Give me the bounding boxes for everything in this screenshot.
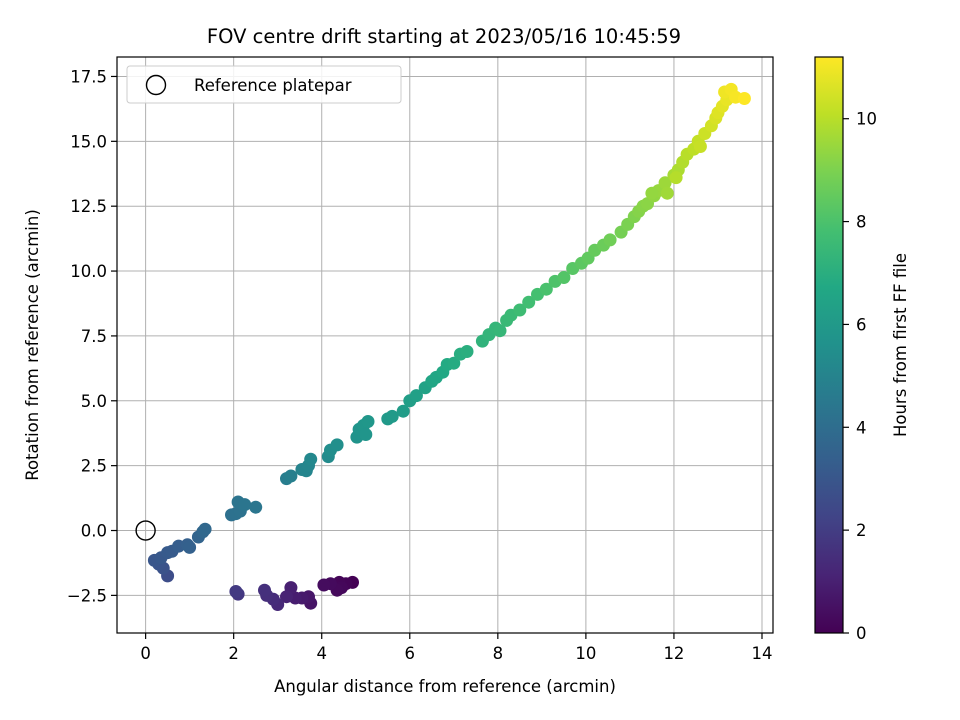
colorbar: 0 2 4 6 8 10 Hours from first FF file [814,56,910,643]
legend-marker-icon [145,74,167,96]
colorbar-tick-label: 4 [856,418,867,437]
data-point [660,186,674,200]
data-point [238,498,252,512]
chart-title: FOV centre drift starting at 2023/05/16 … [207,25,681,48]
x-tick-label: 14 [751,644,772,663]
y-tick-label: 12.5 [70,197,107,216]
reference-point [135,520,156,541]
data-point [645,186,659,200]
plot-frame [116,56,774,634]
data-point [737,92,751,105]
x-tick-label: 6 [405,644,416,663]
data-point [317,578,331,592]
data-point [603,233,617,247]
data-point [249,500,263,514]
data-point [493,324,507,338]
data-point [693,140,707,153]
data-point [396,404,410,418]
legend-box [126,65,402,104]
x-tick-label: 2 [228,644,239,663]
y-axis-ticks: −2.5 0.0 2.5 5.0 7.5 10.0 12.5 15.0 17.5 [67,67,117,605]
colorbar-tick-label: 2 [856,521,867,540]
y-tick-label: −2.5 [67,586,107,605]
x-axis-label: Angular distance from reference (arcmin) [274,677,616,696]
legend-label: Reference platepar [194,76,352,95]
x-tick-label: 0 [140,644,151,663]
data-point [284,469,298,483]
data-point [183,540,197,554]
x-tick-label: 8 [493,644,504,663]
data-point [539,282,553,296]
y-tick-label: 17.5 [70,67,107,86]
y-tick-label: 10.0 [70,262,107,281]
data-point [304,452,318,466]
y-tick-label: 15.0 [70,132,107,151]
data-point [669,171,683,185]
colorbar-tick-label: 0 [856,624,867,643]
x-tick-label: 4 [316,644,327,663]
colorbar-tick-label: 6 [856,315,867,334]
data-point [522,295,536,309]
x-axis-ticks: 0 2 4 6 8 10 12 14 [140,633,772,663]
colorbar-label: Hours from first FF file [891,253,910,437]
data-point [361,415,375,428]
grid [117,57,773,633]
data-point [198,522,212,536]
y-tick-label: 5.0 [81,392,107,411]
data-points [147,82,751,611]
data-point [258,583,271,597]
y-tick-label: 0.0 [81,522,107,541]
data-point [359,428,373,441]
data-point [330,438,344,452]
data-point [385,409,399,423]
colorbar-tick-label: 8 [856,213,867,232]
data-point [658,176,672,190]
data-point [460,345,474,358]
y-axis-label: Rotation from reference (arcmin) [23,209,42,481]
y-tick-label: 7.5 [81,327,107,346]
data-point [513,303,527,317]
data-point [409,389,423,403]
colorbar-tick-label: 10 [856,110,877,129]
data-point [229,585,243,598]
legend: Reference platepar [126,65,402,104]
data-point [557,271,571,284]
x-tick-label: 12 [663,644,684,663]
colorbar-gradient [814,56,844,634]
data-point [280,590,293,604]
y-tick-label: 2.5 [81,457,107,476]
x-tick-label: 10 [575,644,596,663]
data-point [447,356,461,370]
colorbar-ticks: 0 2 4 6 8 10 [843,110,877,643]
reference-marker [135,520,156,541]
